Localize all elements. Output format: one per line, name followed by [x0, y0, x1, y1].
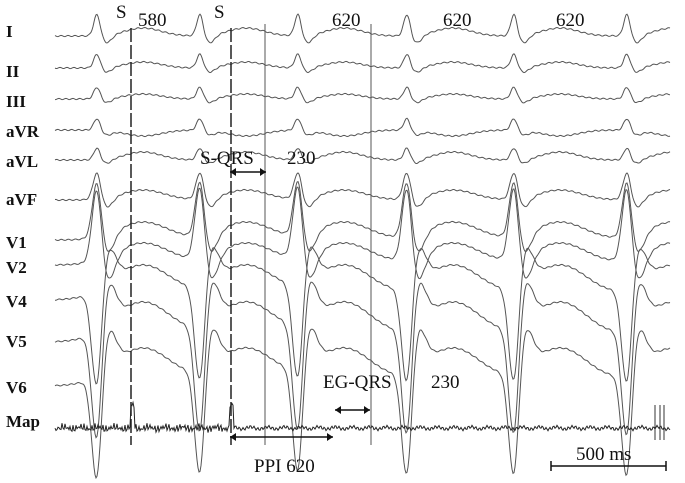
lead-label-v2: V2: [6, 258, 27, 277]
annotation-marks: [130, 24, 667, 471]
lead-label-avl: aVL: [6, 152, 39, 171]
lead-trace: [54, 147, 671, 164]
s-qrs-value: 230: [287, 148, 316, 169]
lead-trace: [54, 328, 671, 480]
lead-trace: [54, 117, 671, 138]
lead-label-i: I: [6, 22, 13, 41]
map-trace: [54, 400, 671, 434]
ppi-arrow-head-left: [230, 433, 236, 441]
lead-trace: [54, 180, 671, 253]
stimulus-marker-2: S: [214, 2, 225, 23]
cycle-length-3: 620: [443, 10, 472, 31]
s-qrs-label: S-QRS: [200, 148, 254, 169]
lead-trace: [54, 86, 671, 104]
lead-label-iii: III: [6, 92, 26, 111]
cycle-length-1: 580: [138, 10, 167, 31]
lead-label-v1: V1: [6, 233, 27, 252]
s-qrs-arrow-head-right: [260, 168, 266, 176]
lead-label-v5: V5: [6, 332, 27, 351]
scale-bar-label: 500 ms: [576, 444, 632, 465]
lead-label-avr: aVR: [6, 122, 40, 141]
s-qrs-arrow-head-left: [230, 168, 236, 176]
eg-qrs-label: EG-QRS: [323, 372, 392, 393]
eg-qrs-value: 230: [431, 372, 460, 393]
ppi-label: PPI 620: [254, 456, 315, 477]
ppi-arrow-head-right: [327, 433, 333, 441]
lead-label-ii: II: [6, 62, 20, 81]
stimulus-marker-1: S: [116, 2, 127, 23]
lead-traces: [54, 13, 671, 480]
lead-trace: [54, 13, 671, 44]
lead-trace: [54, 53, 671, 74]
eg-qrs-arrow-head-right: [364, 406, 370, 414]
lead-label-map: Map: [6, 412, 40, 431]
lead-label-v4: V4: [6, 292, 27, 311]
cycle-length-2: 620: [332, 10, 361, 31]
lead-label-avf: aVF: [6, 190, 38, 209]
lead-label-v6: V6: [6, 378, 27, 397]
lead-trace: [54, 172, 671, 208]
cycle-length-4: 620: [556, 10, 585, 31]
lead-trace: [54, 281, 671, 439]
lead-trace: [55, 246, 671, 385]
lead-trace: [54, 186, 671, 280]
eg-qrs-arrow-head-left: [335, 406, 341, 414]
